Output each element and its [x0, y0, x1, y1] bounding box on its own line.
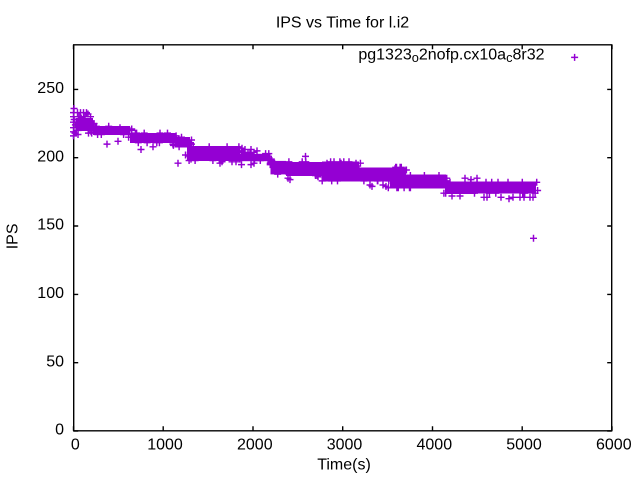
svg-text:50: 50 [46, 353, 64, 370]
svg-text:0: 0 [71, 437, 80, 454]
svg-text:0: 0 [55, 422, 64, 439]
svg-text:6000: 6000 [596, 437, 632, 454]
svg-text:Time(s): Time(s) [317, 457, 371, 474]
svg-text:5000: 5000 [506, 437, 542, 454]
svg-text:4000: 4000 [417, 437, 453, 454]
svg-text:2000: 2000 [237, 437, 273, 454]
svg-text:100: 100 [37, 285, 64, 302]
svg-text:IPS: IPS [4, 224, 21, 250]
svg-text:3000: 3000 [327, 437, 363, 454]
svg-text:1000: 1000 [147, 437, 183, 454]
svg-text:250: 250 [37, 80, 64, 97]
svg-text:150: 150 [37, 217, 64, 234]
svg-text:200: 200 [37, 148, 64, 165]
svg-text:pg1323o2nofp.cx10ac8r32: pg1323o2nofp.cx10ac8r32 [358, 47, 544, 66]
svg-text:IPS vs Time for l.i2: IPS vs Time for l.i2 [276, 15, 409, 32]
